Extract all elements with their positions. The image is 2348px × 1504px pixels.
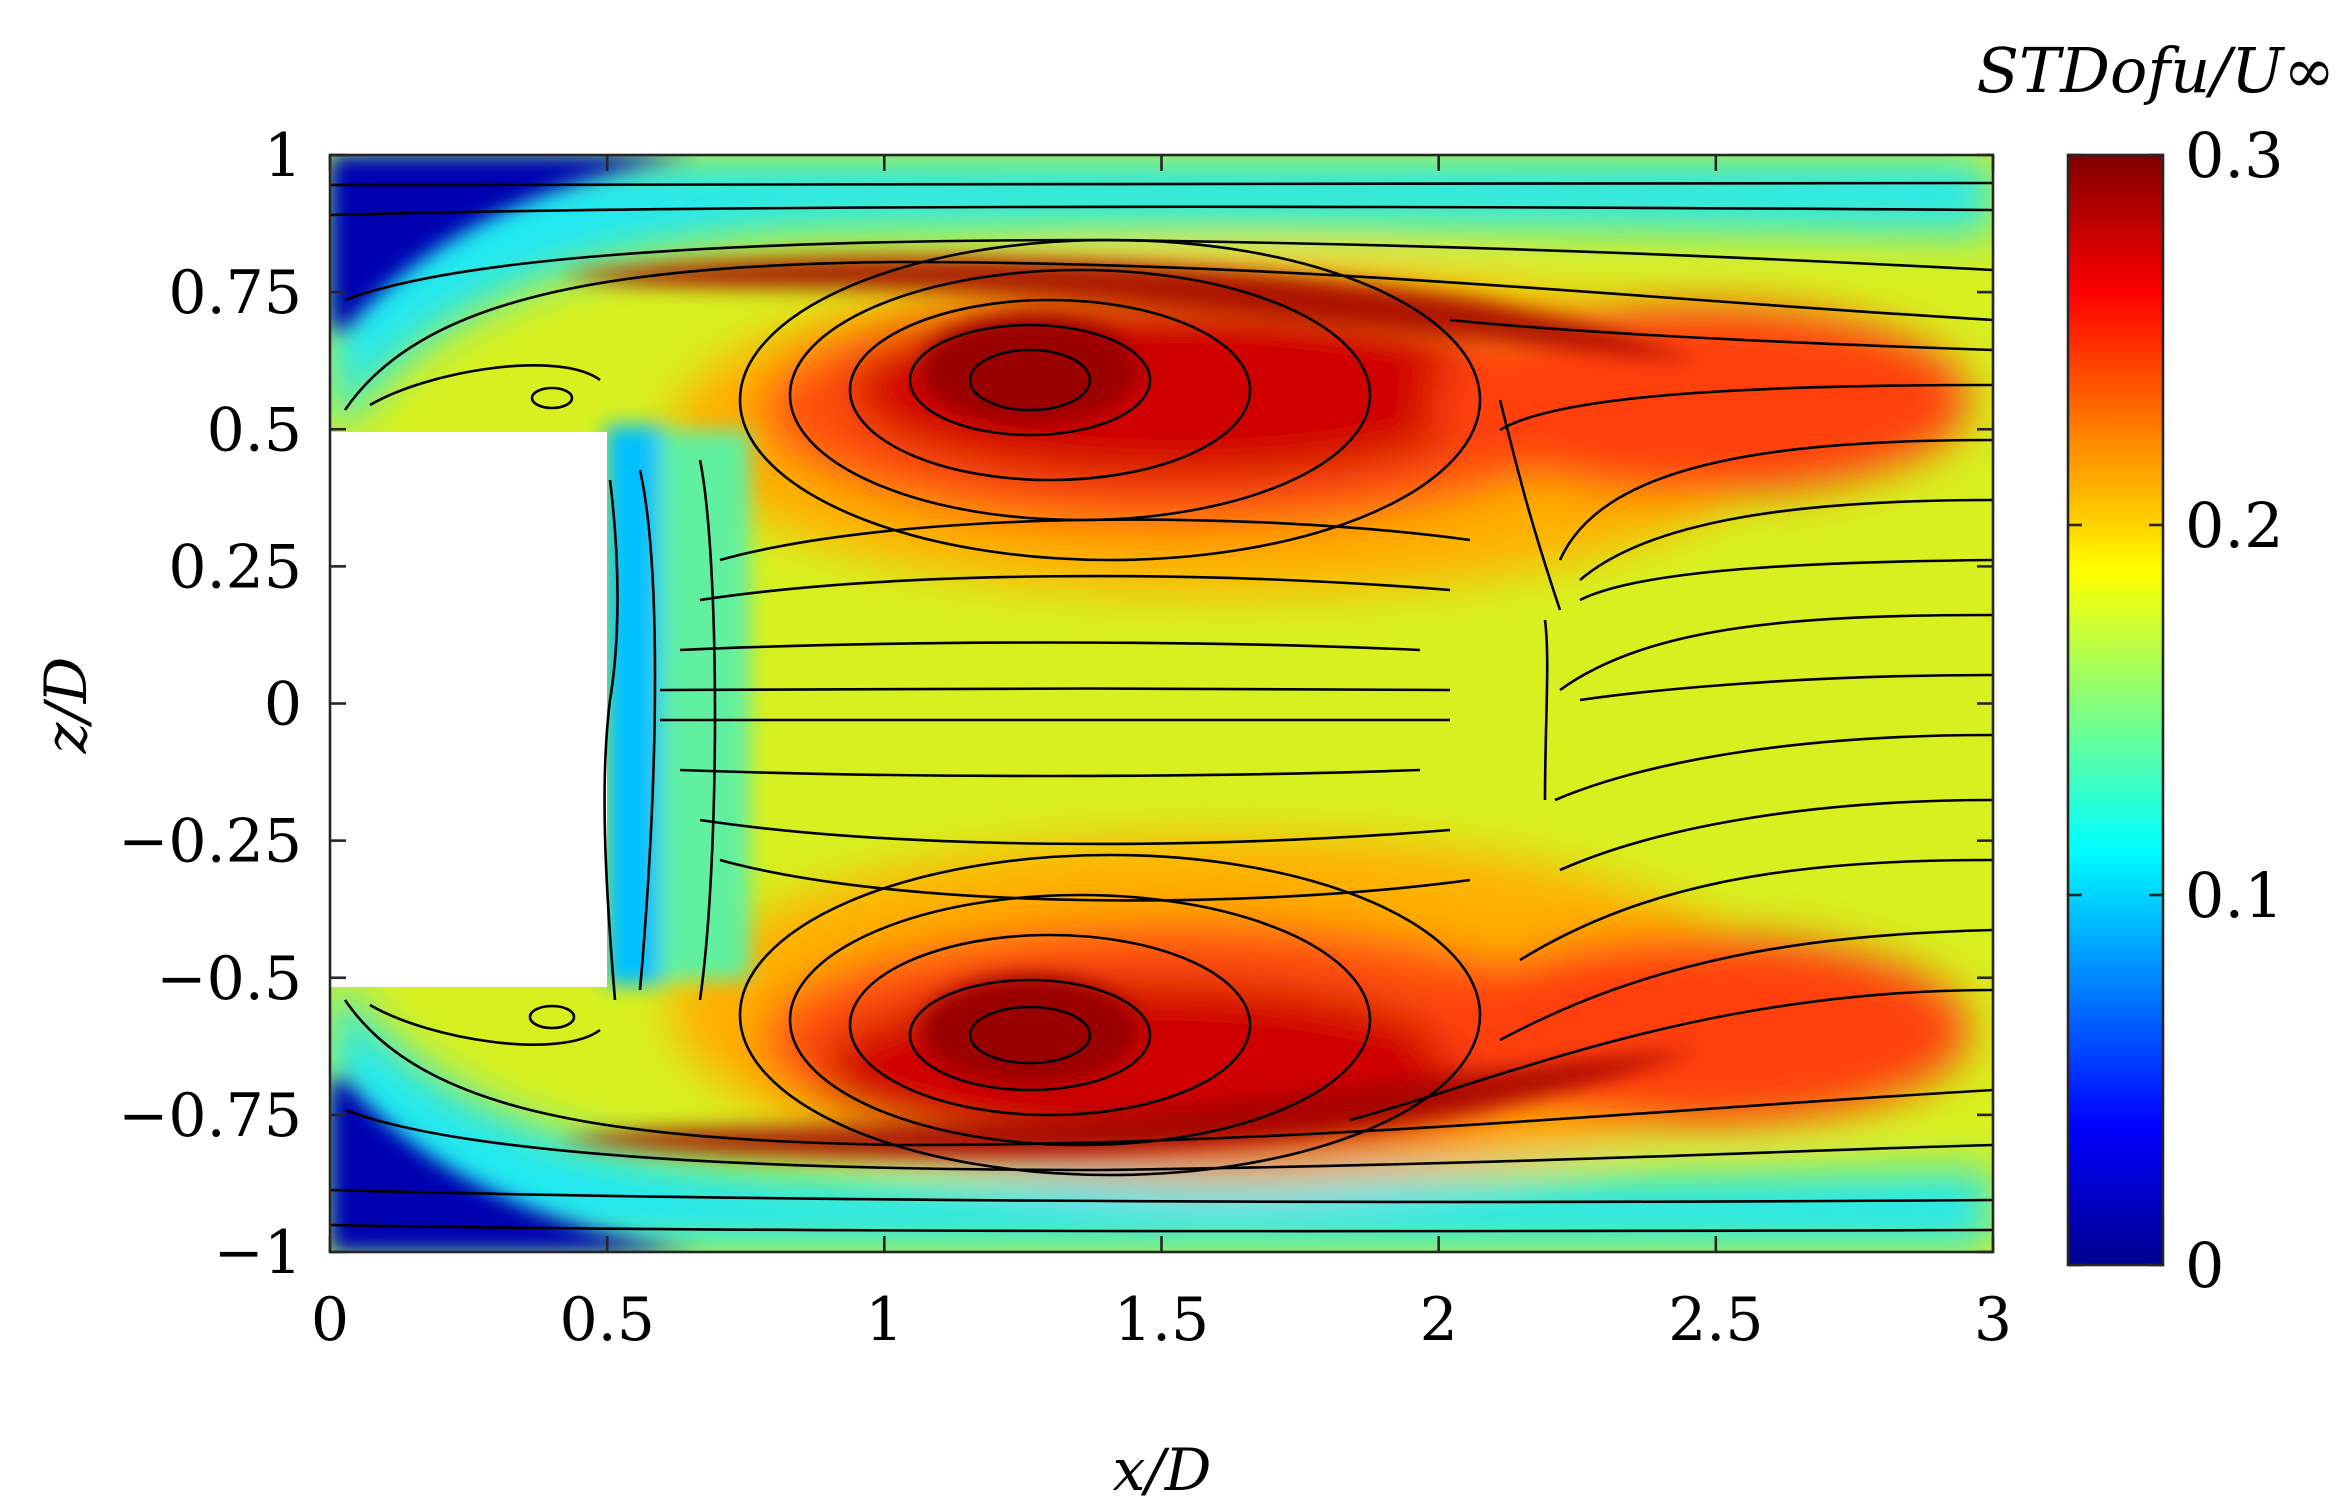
x-axis-label: x/D — [1113, 1436, 1212, 1504]
body-blank — [330, 432, 607, 987]
x-tick-label: 3 — [1974, 1285, 2012, 1355]
y-tick-label: 0 — [264, 670, 302, 740]
y-tick-label: 0.75 — [168, 258, 302, 328]
y-tick-label: −1 — [214, 1218, 302, 1288]
y-tick-label: 1 — [264, 121, 302, 191]
x-tick-label: 2.5 — [1668, 1285, 1763, 1355]
y-tick-label: 0.25 — [168, 532, 302, 602]
y-axis-label: z/D — [32, 657, 100, 755]
y-tick-label: −0.75 — [118, 1081, 302, 1151]
x-tick-label: 1.5 — [1114, 1285, 1209, 1355]
y-ticks: 1 0.75 0.5 0.25 0 −0.25 −0.5 −0.75 −1 — [118, 121, 1993, 1288]
colorbar-tick-label: 0.3 — [2185, 119, 2284, 192]
colorbar-tick-label: 0 — [2185, 1229, 2224, 1302]
contour-field — [330, 155, 1993, 1252]
y-tick-label: −0.5 — [156, 944, 302, 1014]
colorbar-label: STDofu/U∞ — [1976, 34, 2335, 107]
colorbar-tick-label: 0.2 — [2185, 489, 2284, 562]
colorbar — [2066, 153, 2165, 1267]
x-ticks: 0 0.5 1 1.5 2 2.5 3 — [311, 155, 2012, 1355]
colorbar-tick-label: 0.1 — [2185, 859, 2284, 932]
x-tick-label: 1 — [865, 1285, 903, 1355]
y-tick-label: 0.5 — [207, 395, 302, 465]
colorbar-ticks: 0 0.1 0.2 0.3 — [2068, 119, 2284, 1302]
x-tick-label: 0 — [311, 1285, 349, 1355]
x-tick-label: 0.5 — [559, 1285, 654, 1355]
y-tick-label: −0.25 — [118, 807, 302, 877]
x-tick-label: 2 — [1420, 1285, 1458, 1355]
streamlines — [330, 180, 1993, 1233]
